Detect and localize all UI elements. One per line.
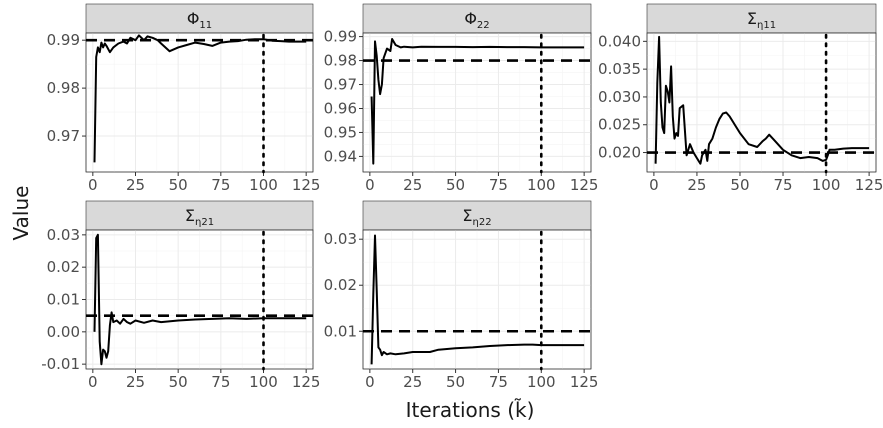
facet-strip-3	[646, 3, 877, 34]
facet-panel-4: Ση21 0 25 50 75 100 125 -0.01 0.00 0.01 0.02 0.03	[41, 200, 321, 391]
y-tick-label: 0.040	[598, 32, 641, 50]
facet-panel-5: Ση22 0 25 50 75 100 125 0.01 0.02 0.03	[324, 200, 599, 391]
series-line-5	[370, 234, 585, 365]
y-tick-label: 0.97	[47, 127, 80, 145]
y-tick-label: 0.030	[598, 88, 641, 106]
facet-strip-5	[362, 200, 592, 231]
facet-title-3: Ση11	[747, 9, 776, 31]
x-tick-label: 75	[489, 373, 508, 391]
x-tick-label: 25	[126, 176, 145, 194]
y-axis-title: Value	[9, 186, 33, 241]
y-tick-label: 0.03	[47, 226, 80, 244]
x-tick-label: 100	[527, 176, 556, 194]
y-tick-label: 0.02	[324, 276, 357, 294]
facet-strip-1	[85, 3, 314, 34]
x-tick-label: 0	[365, 373, 375, 391]
facet-title-4: Ση21	[185, 206, 214, 228]
x-tick-label: 25	[126, 373, 145, 391]
plot-border-2	[362, 32, 592, 173]
x-tick-label: 75	[489, 176, 508, 194]
facet-panel-3: Ση11 0 25 50 75 100 125 0.020 0.025 0.030 0.035 0.0…	[598, 3, 883, 194]
x-tick-label: 100	[249, 176, 278, 194]
y-tick-label: 0.01	[47, 291, 80, 309]
x-tick-label: 0	[649, 176, 659, 194]
x-tick-label: 125	[855, 176, 883, 194]
y-tick-label: 0.03	[324, 230, 357, 248]
facet-strip-2	[362, 3, 592, 34]
facet-title-1: Φ11	[187, 9, 212, 31]
x-tick-label: 25	[687, 176, 706, 194]
x-tick-label: 25	[403, 373, 422, 391]
facet-title-2: Φ22	[464, 9, 489, 31]
x-tick-label: 100	[249, 373, 278, 391]
facet-panel-2: Φ22 0 25 50 75 100 125 0.94 0.95 0.96 0.97 0.98 0.99	[324, 3, 599, 194]
x-tick-label: 0	[88, 176, 98, 194]
x-tick-label: 25	[403, 176, 422, 194]
x-tick-label: 0	[365, 176, 375, 194]
x-tick-label: 75	[773, 176, 792, 194]
panels-layer: Φ11 0 25 50 75 100 125 0.97 0.98 0.99 Φ22 0 25 50 75 10…	[41, 3, 883, 391]
x-tick-label: 75	[211, 176, 230, 194]
plot-border-3	[646, 32, 877, 173]
x-tick-label: 125	[570, 176, 599, 194]
plot-border-1	[85, 32, 314, 173]
y-tick-label: 0.00	[47, 323, 80, 341]
series-line-4	[93, 233, 307, 366]
facet-strip-4	[85, 200, 314, 231]
y-tick-label: 0.99	[47, 31, 80, 49]
y-tick-label: 0.035	[598, 60, 641, 78]
y-tick-label: 0.98	[47, 79, 80, 97]
facet-panel-1: Φ11 0 25 50 75 100 125 0.97 0.98 0.99	[47, 3, 321, 194]
plot-border-4	[85, 229, 314, 370]
y-tick-label: -0.01	[41, 355, 80, 373]
y-tick-label: 0.025	[598, 116, 641, 134]
x-tick-label: 100	[527, 373, 556, 391]
y-tick-label: 0.98	[324, 52, 357, 70]
y-tick-label: 0.96	[324, 99, 357, 117]
y-tick-label: 0.94	[324, 147, 357, 165]
x-tick-label: 125	[292, 176, 321, 194]
series-line-2	[370, 38, 585, 165]
y-tick-label: 0.99	[324, 28, 357, 46]
x-tick-label: 50	[169, 373, 188, 391]
x-tick-label: 50	[730, 176, 749, 194]
y-tick-label: 0.97	[324, 76, 357, 94]
y-tick-label: 0.020	[598, 144, 641, 162]
x-tick-label: 50	[446, 176, 465, 194]
x-tick-label: 125	[570, 373, 599, 391]
x-tick-label: 125	[292, 373, 321, 391]
y-tick-label: 0.01	[324, 322, 357, 340]
x-tick-label: 100	[812, 176, 841, 194]
y-tick-label: 0.02	[47, 258, 80, 276]
x-tick-label: 75	[211, 373, 230, 391]
x-tick-label: 0	[88, 373, 98, 391]
x-tick-label: 50	[169, 176, 188, 194]
facet-title-5: Ση22	[462, 206, 491, 228]
x-tick-label: 50	[446, 373, 465, 391]
series-line-3	[654, 35, 870, 165]
plot-border-5	[362, 229, 592, 370]
y-tick-label: 0.95	[324, 123, 357, 141]
x-axis-title: Iterations (k̃)	[406, 398, 535, 422]
